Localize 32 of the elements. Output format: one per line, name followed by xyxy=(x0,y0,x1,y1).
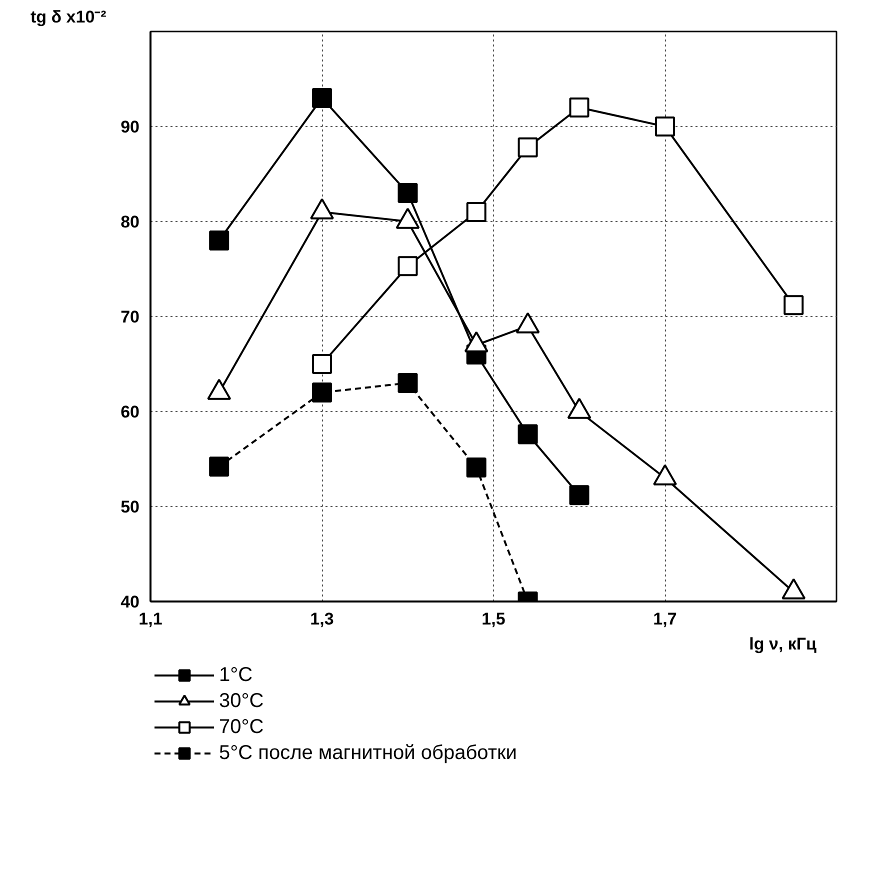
point xyxy=(398,183,418,203)
point xyxy=(312,354,332,374)
y-tick-label: 40 xyxy=(120,592,140,612)
point xyxy=(466,458,486,478)
x-tick-label: 1,3 xyxy=(310,610,334,628)
y-tick-label: 50 xyxy=(120,498,140,516)
legend-label: 30°C xyxy=(219,689,264,713)
y-tick-label: 80 xyxy=(120,212,140,232)
point xyxy=(398,373,418,393)
point xyxy=(784,295,804,316)
legend-label: 70°C xyxy=(219,715,264,739)
y-axis-title: tg δ x10⁻² xyxy=(30,8,107,26)
y-tick-label: 90 xyxy=(120,118,140,136)
point xyxy=(569,98,590,118)
legend-label: 5°C после магнитной обработки xyxy=(219,741,517,765)
legend-label: 1°C xyxy=(219,663,253,687)
point xyxy=(466,202,486,222)
point xyxy=(312,88,332,108)
point xyxy=(209,456,230,477)
x-tick-label: 1,5 xyxy=(482,610,506,628)
point xyxy=(569,485,590,506)
point xyxy=(655,116,675,136)
point xyxy=(518,424,538,444)
point xyxy=(398,256,418,276)
y-tick-label: 60 xyxy=(120,402,140,422)
x-tick-label: 1,1 xyxy=(138,610,162,628)
y-tick-label: 70 xyxy=(120,308,140,326)
point xyxy=(209,230,230,250)
x-tick-label: 1,7 xyxy=(653,610,677,628)
point xyxy=(312,382,332,402)
point xyxy=(518,137,538,158)
x-axis-title: lg ν, кГц xyxy=(749,634,818,654)
